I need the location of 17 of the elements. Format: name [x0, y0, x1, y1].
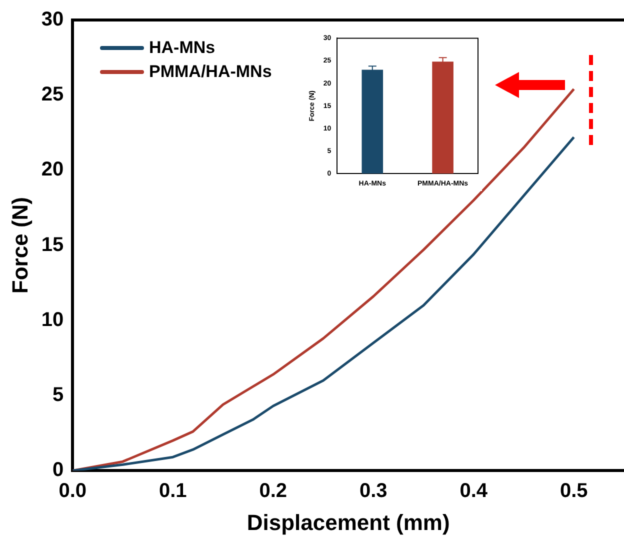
x-tick-label: 0.5	[560, 480, 588, 502]
x-tick-label: 0.2	[259, 480, 288, 502]
x-tick-label: 0.1	[158, 480, 187, 502]
x-tick-label: 0.3	[359, 480, 388, 502]
y-tick-label: 15	[41, 234, 64, 256]
legend-label: HA-MNs	[149, 38, 216, 58]
legend-label: PMMA/HA-MNs	[149, 62, 272, 82]
y-axis-title: Force (N)	[7, 197, 32, 294]
y-tick-label: 20	[41, 158, 64, 181]
y-tick-label: 30	[41, 8, 64, 31]
y-tick-label: 10	[41, 308, 64, 331]
y-tick-label: 5	[52, 384, 64, 406]
x-tick-label: 0.4	[460, 480, 488, 502]
y-tick-label: 25	[41, 84, 64, 106]
y-tick-label: 0	[52, 459, 64, 482]
x-tick-label: 0.0	[58, 480, 87, 502]
x-axis-title: Displacement (mm)	[246, 510, 450, 535]
